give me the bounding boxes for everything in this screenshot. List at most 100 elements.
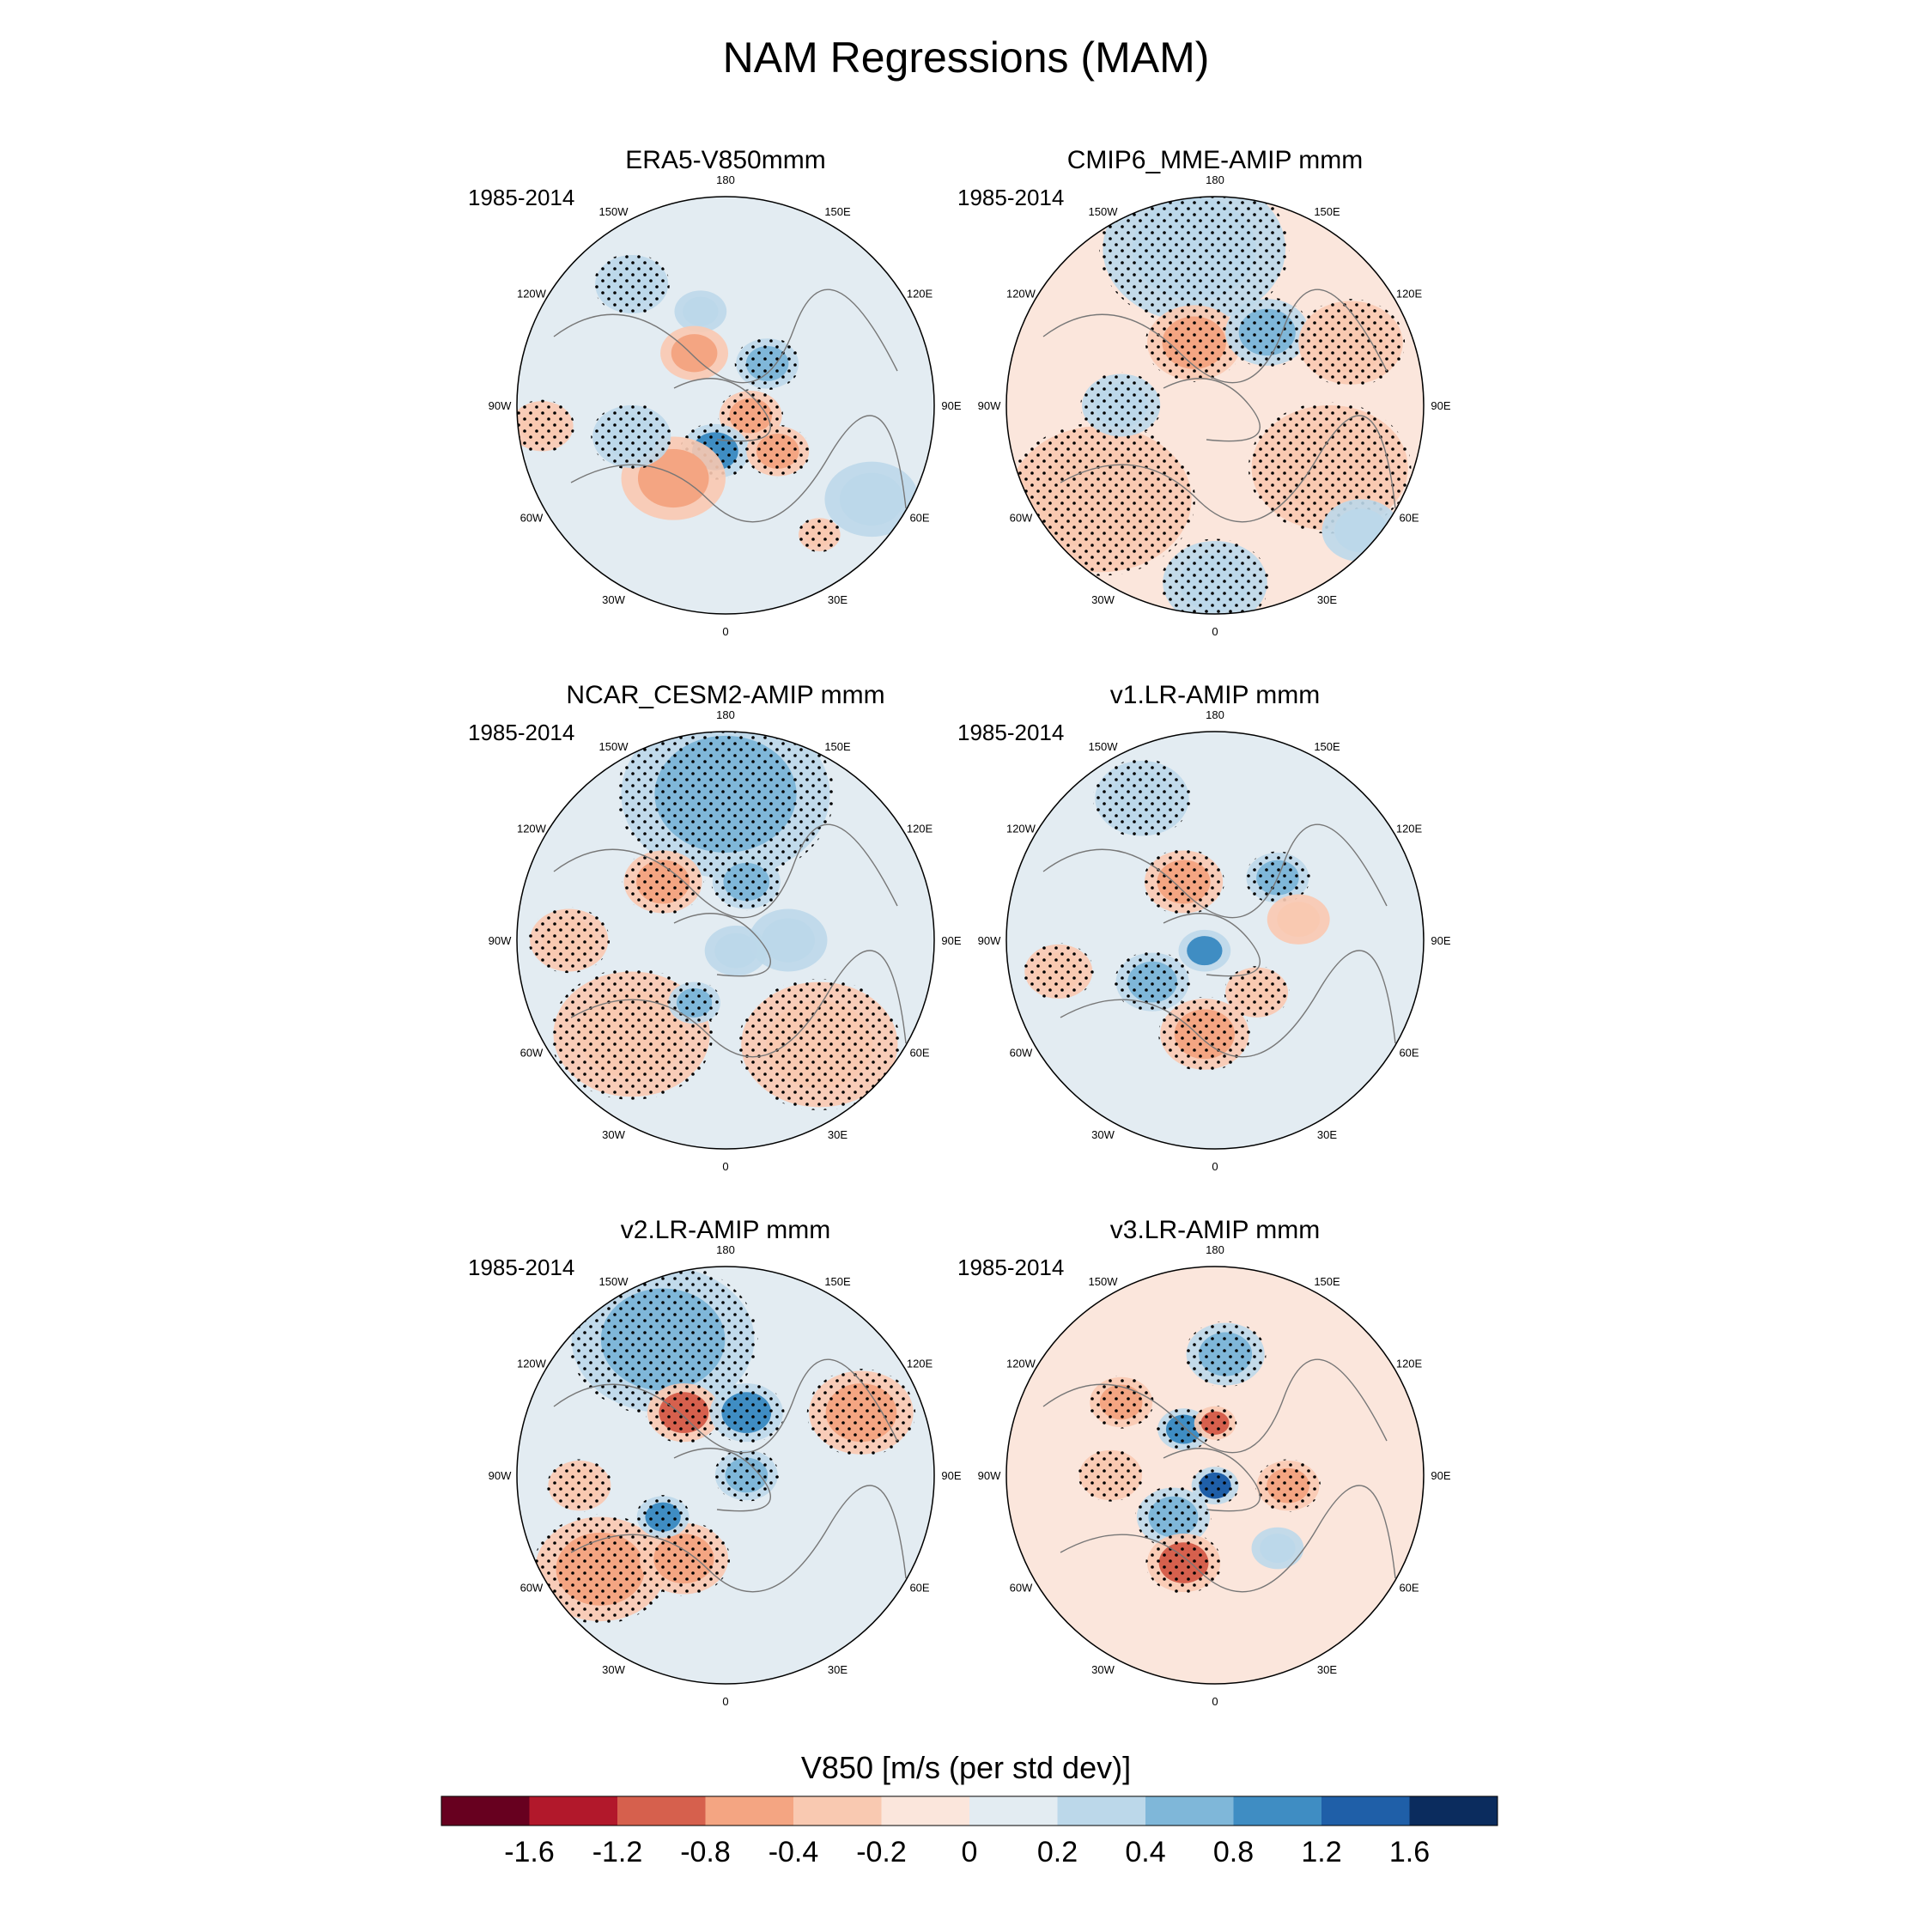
polar-map: 180 150E 120E 90E 60E 30E 0 30W 60W 90W 120W 150W bbox=[978, 173, 1451, 638]
significance-stipple bbox=[1135, 1485, 1212, 1548]
longitude-label: 180 bbox=[1206, 1243, 1224, 1256]
longitude-label: 0 bbox=[722, 1695, 728, 1708]
significance-stipple bbox=[1143, 848, 1224, 915]
colorbar-tick-label: 0.2 bbox=[1037, 1836, 1078, 1868]
anomaly-core bbox=[671, 334, 718, 373]
significance-stipple bbox=[1255, 1459, 1321, 1512]
significance-stipple bbox=[637, 1521, 731, 1596]
coastline bbox=[1042, 289, 1396, 523]
anomaly-core bbox=[683, 296, 719, 326]
longitude-label: 90W bbox=[489, 399, 512, 412]
colorbar-tick-label: 0 bbox=[962, 1836, 978, 1868]
longitude-label: 180 bbox=[1206, 173, 1224, 186]
colorbar-swatch bbox=[705, 1796, 794, 1826]
panel-title: CMIP6_MME-AMIP mmm bbox=[1066, 146, 1364, 174]
longitude-label: 60E bbox=[909, 1582, 929, 1595]
panel-title: ERA5-V850mmm bbox=[625, 146, 826, 174]
significance-stipple bbox=[1158, 996, 1251, 1072]
longitude-label: 150W bbox=[599, 740, 629, 753]
colorbar-swatch bbox=[441, 1796, 530, 1826]
longitude-label: 150W bbox=[599, 1275, 629, 1288]
longitude-label: 60W bbox=[1010, 512, 1033, 525]
longitude-label: 60W bbox=[520, 512, 544, 525]
panel-period: 1985-2014 bbox=[468, 1255, 575, 1280]
panel-period: 1985-2014 bbox=[957, 720, 1065, 745]
map-border bbox=[1005, 196, 1425, 615]
longitude-label: 150E bbox=[824, 1275, 851, 1288]
coastline bbox=[1042, 823, 1396, 1058]
polar-map: 180 150E 120E 90E 60E 30E 0 30W 60W 90W 120W 150W bbox=[489, 173, 962, 638]
longitude-label: 120E bbox=[907, 823, 933, 835]
significance-stipple bbox=[1224, 297, 1311, 368]
significance-stipple bbox=[635, 1495, 690, 1540]
longitude-label: 30E bbox=[1317, 1128, 1337, 1141]
significance-stipple bbox=[1023, 943, 1094, 1000]
longitude-label: 120W bbox=[517, 288, 547, 301]
colorbar-tick-label: -0.2 bbox=[856, 1836, 907, 1868]
map-border bbox=[1005, 1266, 1425, 1685]
longitude-label: 180 bbox=[716, 708, 735, 721]
panel-period: 1985-2014 bbox=[468, 185, 575, 210]
longitude-label: 60W bbox=[1010, 1582, 1033, 1595]
colorbar-tick-label: 0.4 bbox=[1125, 1836, 1165, 1868]
longitude-label: 90E bbox=[1431, 1469, 1450, 1482]
significance-stipple bbox=[1145, 303, 1243, 383]
longitude-label: 150E bbox=[1314, 205, 1340, 218]
map-border bbox=[1005, 731, 1425, 1150]
anomaly-core bbox=[1277, 902, 1320, 938]
longitude-label: 0 bbox=[1212, 625, 1218, 638]
significance-stipple bbox=[744, 424, 811, 478]
longitude-label: 90E bbox=[941, 399, 961, 412]
longitude-label: 120W bbox=[1006, 823, 1036, 835]
significance-stipple bbox=[1296, 299, 1406, 387]
longitude-label: 90W bbox=[978, 1469, 1001, 1482]
significance-stipple bbox=[1080, 372, 1163, 439]
significance-stipple bbox=[622, 848, 704, 915]
longitude-label: 120W bbox=[1006, 1358, 1036, 1370]
longitude-label: 60E bbox=[909, 1047, 929, 1060]
longitude-label: 150W bbox=[599, 205, 629, 218]
colorbar-tick-label: 0.8 bbox=[1213, 1836, 1254, 1868]
coastline bbox=[1042, 1358, 1396, 1593]
colorbar-swatch bbox=[529, 1796, 618, 1826]
longitude-label: 30E bbox=[828, 593, 848, 606]
longitude-label: 60E bbox=[1399, 512, 1419, 525]
longitude-label: 180 bbox=[716, 1243, 735, 1256]
significance-stipple bbox=[546, 1459, 612, 1512]
coastline bbox=[553, 823, 907, 1058]
longitude-label: 90W bbox=[978, 399, 1001, 412]
significance-stipple bbox=[1093, 758, 1191, 838]
significance-stipple bbox=[1184, 1321, 1267, 1388]
map-panel-cmip6: 180 150E 120E 90E 60E 30E 0 30W 60W 90W 120W 150W C… bbox=[957, 146, 1473, 644]
significance-stipple bbox=[528, 907, 611, 974]
anomaly-core bbox=[1334, 508, 1388, 553]
longitude-label: 180 bbox=[716, 173, 735, 186]
significance-stipple bbox=[711, 853, 782, 911]
colorbar-swatch bbox=[1233, 1796, 1322, 1826]
longitude-label: 150W bbox=[1089, 740, 1119, 753]
colorbar-swatch bbox=[881, 1796, 970, 1826]
colorbar-title: V850 [m/s (per std dev)] bbox=[800, 1750, 1132, 1785]
longitude-label: 90W bbox=[489, 934, 512, 947]
longitude-label: 120E bbox=[1396, 288, 1423, 301]
anomaly-core bbox=[637, 449, 709, 508]
longitude-label: 150E bbox=[824, 740, 851, 753]
longitude-label: 30W bbox=[602, 1128, 625, 1141]
colorbar-swatch bbox=[617, 1796, 706, 1826]
longitude-label: 30E bbox=[828, 1128, 848, 1141]
colorbar-swatch bbox=[1057, 1796, 1146, 1826]
significance-stipple bbox=[738, 978, 902, 1111]
colorbar-tick-label: 1.2 bbox=[1301, 1836, 1341, 1868]
longitude-label: 60E bbox=[909, 512, 929, 525]
colorbar-swatch bbox=[1409, 1796, 1498, 1826]
longitude-label: 150E bbox=[1314, 740, 1340, 753]
longitude-label: 150W bbox=[1089, 205, 1119, 218]
longitude-label: 120W bbox=[517, 823, 547, 835]
longitude-label: 90W bbox=[978, 934, 1001, 947]
map-border bbox=[516, 1266, 935, 1685]
colorbar-outline bbox=[440, 1795, 1498, 1826]
longitude-label: 150E bbox=[824, 205, 851, 218]
significance-stipple bbox=[708, 1382, 785, 1443]
longitude-label: 120E bbox=[907, 1358, 933, 1370]
significance-stipple bbox=[1160, 538, 1270, 614]
